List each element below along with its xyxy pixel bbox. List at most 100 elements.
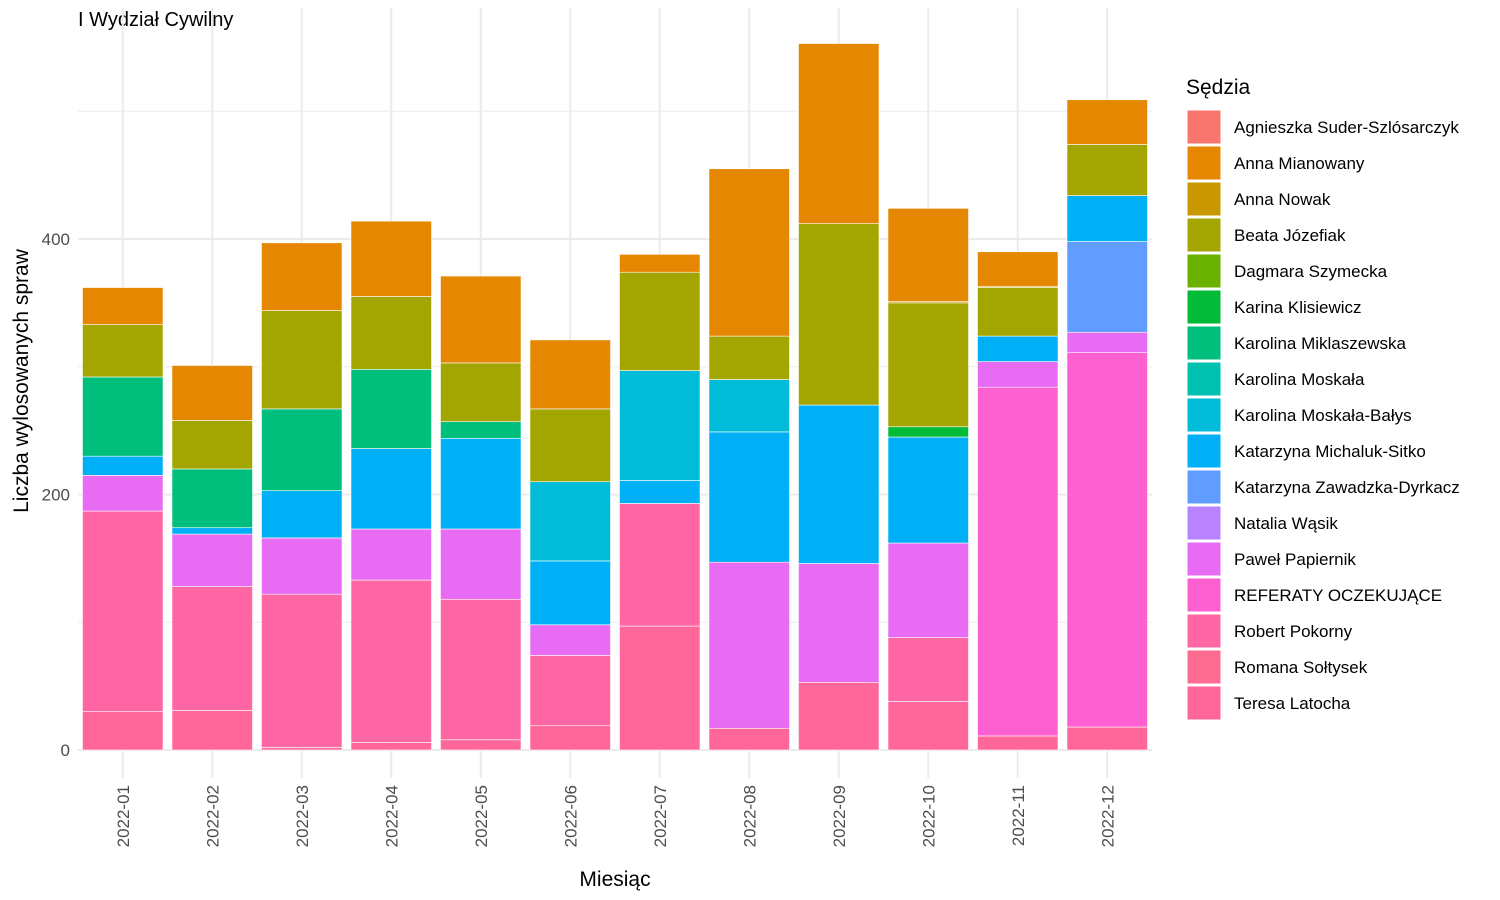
bar-segment [529, 655, 611, 727]
bar-segment [261, 490, 343, 539]
legend-label: Romana Sołtysek [1234, 658, 1368, 677]
legend-swatch [1186, 325, 1222, 361]
legend-swatch [1186, 685, 1222, 721]
bar-segment [261, 310, 343, 410]
bar-segment [977, 251, 1059, 287]
bar-segment [977, 287, 1059, 337]
bar-segment [708, 727, 790, 751]
bar-segment [350, 296, 432, 370]
bar-segment [708, 168, 790, 337]
bar-segment [440, 275, 522, 364]
bar-segment [619, 503, 701, 627]
bar-segment [619, 480, 701, 504]
bar-segment [261, 747, 343, 751]
bar-segment [1066, 331, 1148, 353]
bar-segment [798, 681, 880, 751]
bar-segment [350, 220, 432, 297]
bar-segment [708, 379, 790, 433]
bar-segment [440, 437, 522, 530]
legend-label: Natalia Wąsik [1234, 514, 1338, 533]
legend-swatch [1186, 505, 1222, 541]
legend-label: Dagmara Szymecka [1234, 262, 1388, 281]
bar-segment [798, 223, 880, 406]
legend-swatch [1186, 181, 1222, 217]
legend-label: Robert Pokorny [1234, 622, 1353, 641]
bar-segment [440, 598, 522, 741]
legend-label: Anna Mianowany [1234, 154, 1365, 173]
x-tick-label: 2022-11 [1009, 785, 1028, 846]
x-tick-label: 2022-01 [114, 785, 133, 847]
bar-segment [171, 586, 253, 711]
bar-segment [1066, 726, 1148, 751]
x-tick-label: 2022-09 [830, 785, 849, 847]
legend-swatch [1186, 361, 1222, 397]
bar-segment [798, 43, 880, 224]
bar-segment [977, 361, 1059, 388]
bar-segment [619, 271, 701, 371]
legend-swatch [1186, 397, 1222, 433]
bar-segment [529, 408, 611, 483]
legend-label: Karolina Moskała-Bałys [1234, 406, 1412, 425]
x-tick-label: 2022-07 [651, 785, 670, 847]
bar-segment [977, 386, 1059, 737]
bar-segment [171, 420, 253, 470]
legend-label: Katarzyna Michaluk-Sitko [1234, 442, 1426, 461]
bar-segment [529, 339, 611, 410]
legend-swatch [1186, 469, 1222, 505]
bar-segment [350, 448, 432, 530]
bar-segment [529, 624, 611, 656]
bar-segment [171, 468, 253, 529]
legend-label: Paweł Papiernik [1234, 550, 1356, 569]
bar-segment [261, 537, 343, 595]
bar-segment [171, 365, 253, 421]
bar-segment [261, 242, 343, 311]
y-tick-label: 0 [61, 741, 70, 760]
bar-segment [977, 735, 1059, 751]
bar-segment [1066, 195, 1148, 242]
x-tick-label: 2022-06 [561, 785, 580, 847]
x-tick-label: 2022-10 [919, 785, 938, 847]
legend-label: Katarzyna Zawadzka-Dyrkacz [1234, 478, 1460, 497]
legend: Sędzia Agnieszka Suder-Szlósarczyk Anna M… [1186, 76, 1460, 721]
x-tick-label: 2022-04 [382, 785, 401, 847]
legend-swatch [1186, 577, 1222, 613]
bar-segment [82, 510, 164, 712]
bar-segment [887, 302, 969, 428]
bar-segment [887, 208, 969, 302]
bar-segment [887, 426, 969, 438]
bar-segment [171, 710, 253, 751]
bar-segment [529, 560, 611, 626]
bar-segment [708, 431, 790, 563]
bar-segment [619, 370, 701, 481]
legend-label: Teresa Latocha [1234, 694, 1351, 713]
legend-label: REFERATY OCZEKUJĄCE [1234, 586, 1442, 605]
legend-label: Anna Nowak [1234, 190, 1331, 209]
legend-swatch [1186, 109, 1222, 145]
legend-label: Beata Józefiak [1234, 226, 1346, 245]
bar-segment [619, 254, 701, 273]
x-tick-label: 2022-12 [1098, 785, 1117, 847]
bar-segment [529, 481, 611, 562]
bar-segment [529, 725, 611, 751]
y-axis: 0 200 400 [42, 230, 70, 760]
x-tick-label: 2022-02 [203, 785, 222, 847]
legend-swatch [1186, 289, 1222, 325]
bar-segment [798, 563, 880, 683]
bar-segment [82, 711, 164, 751]
bar-segment [887, 637, 969, 702]
bar-segment [350, 369, 432, 449]
legend-swatch [1186, 253, 1222, 289]
bar-segment [350, 742, 432, 751]
bar-segment [82, 376, 164, 457]
bar-segment [887, 436, 969, 544]
bar-segment [1066, 99, 1148, 145]
bar-segment [440, 528, 522, 600]
bar-segment [977, 335, 1059, 362]
x-axis: 2022-01 2022-02 2022-03 2022-04 2022-05 2022-… [114, 785, 1118, 847]
bar-segment [82, 455, 164, 476]
legend-swatch [1186, 541, 1222, 577]
legend-title: Sędzia [1186, 76, 1251, 99]
legend-label: Agnieszka Suder-Szlósarczyk [1234, 118, 1459, 137]
bar-segment [440, 421, 522, 439]
